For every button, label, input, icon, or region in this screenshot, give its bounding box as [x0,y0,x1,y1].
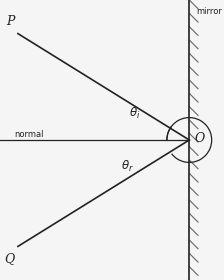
Text: $\theta_i$: $\theta_i$ [129,106,140,121]
Text: Q: Q [4,252,15,265]
Text: normal: normal [14,130,44,139]
Text: $\theta_r$: $\theta_r$ [121,159,134,174]
Text: mirror: mirror [196,7,222,16]
Text: O: O [194,132,205,145]
Text: P: P [6,15,15,28]
